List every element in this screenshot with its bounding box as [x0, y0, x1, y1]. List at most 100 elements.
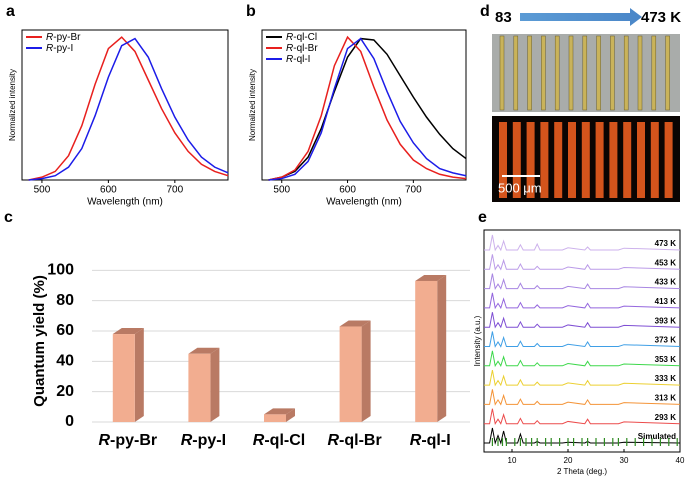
crystal-rod-emission: [499, 122, 507, 198]
crystal-rod: [651, 35, 657, 111]
bar: [415, 280, 438, 422]
crystal-rod-emission: [623, 122, 632, 198]
x-axis-label: Wavelength (nm): [326, 197, 402, 208]
trace-label: 313 K: [655, 394, 677, 403]
x-tick-label: R-ql-Cl: [253, 432, 305, 449]
xrd-trace: [484, 427, 681, 445]
bar-side: [210, 347, 220, 422]
trace-label: 453 K: [655, 258, 677, 267]
bar: [188, 353, 211, 422]
crystal-rod-emission: [664, 122, 673, 198]
y-axis-label: Normalized intensity: [8, 69, 17, 141]
x-tick-label: 600: [339, 185, 356, 196]
panel-letter: b: [246, 3, 256, 20]
x-axis-label: 2 Theta (deg.): [557, 467, 607, 476]
crystal-rod-emission: [581, 122, 590, 198]
crystal-rod-emission: [595, 122, 604, 198]
y-tick-label: 80: [56, 292, 74, 309]
trace-label: 373 K: [655, 336, 677, 345]
bar-side: [361, 320, 371, 422]
panel-letter: c: [4, 209, 13, 226]
spectrum-line: [28, 36, 229, 181]
xrd-trace: [484, 254, 681, 271]
panel-letter: e: [478, 209, 487, 226]
crystal-rod: [582, 35, 588, 111]
x-tick-label: 10: [508, 456, 517, 465]
x-tick-label: 40: [676, 456, 685, 465]
xrd-trace: [484, 234, 681, 252]
bar: [339, 326, 362, 422]
trace-label: 473 K: [655, 239, 677, 248]
bar: [264, 414, 286, 422]
y-axis-label: Normalized intensity: [248, 69, 257, 141]
xrd-trace: [484, 273, 681, 290]
plot-frame: [21, 29, 229, 181]
bar-top: [415, 274, 447, 281]
crystal-rod-emission: [609, 122, 618, 198]
trace-label: 353 K: [655, 355, 677, 364]
spectrum-line: [268, 37, 467, 181]
temperature-arrow: [520, 8, 642, 26]
spectrum-line: [268, 37, 467, 181]
trace-label: 293 K: [655, 413, 677, 422]
spectrum-line: [268, 35, 467, 181]
x-tick-label: 600: [100, 185, 117, 196]
x-tick-label: 20: [564, 456, 573, 465]
x-tick-label: R-py-I: [181, 432, 226, 449]
end-label: 473 K: [641, 9, 681, 26]
crystal-rod-emission: [512, 122, 521, 198]
crystal-rod: [499, 35, 505, 111]
y-axis-label: Intensity (a.u.): [473, 315, 482, 366]
xrd-trace: [484, 312, 681, 329]
y-tick-label: 20: [56, 383, 74, 400]
xrd-trace: [484, 292, 681, 310]
crystal-rod: [554, 35, 560, 111]
bar-top: [188, 347, 220, 354]
spectrum-line: [28, 37, 229, 181]
crystal-rod-emission: [554, 122, 563, 198]
y-tick-label: 0: [65, 413, 74, 430]
bar-side: [134, 328, 144, 422]
bar-top: [264, 408, 295, 415]
trace-label: 433 K: [655, 278, 677, 287]
crystal-rod: [623, 35, 629, 111]
x-tick-label: 500: [273, 185, 290, 196]
y-tick-label: 100: [47, 262, 74, 279]
panel-letter: a: [6, 3, 15, 20]
crystal-rod: [637, 35, 643, 111]
trace-label: 393 K: [655, 316, 677, 325]
crystal-rod-emission: [637, 122, 645, 198]
crystal-rod: [596, 35, 601, 111]
bar-side: [437, 274, 447, 422]
y-tick-label: 40: [56, 353, 74, 370]
y-axis-label: Quantum yield (%): [31, 275, 48, 407]
legend-label: R-py-Br: [46, 32, 81, 43]
trace-label: Simulated: [638, 432, 676, 441]
scale-label: 500 μm: [498, 180, 542, 195]
crystal-rod: [665, 35, 670, 111]
plot-frame: [483, 229, 681, 453]
plot-frame: [261, 29, 467, 181]
xrd-trace: [484, 389, 681, 406]
x-axis-label: Wavelength (nm): [87, 197, 163, 208]
panel-letter: d: [480, 3, 490, 20]
crystal-rod: [610, 35, 615, 111]
crystal-rod-emission: [526, 122, 535, 198]
legend-label: R-ql-I: [286, 54, 310, 65]
legend-label: R-py-I: [46, 43, 73, 54]
trace-label: 333 K: [655, 374, 677, 383]
crystal-rod-emission: [568, 122, 576, 198]
crystal-rod: [513, 35, 519, 111]
xrd-trace: [484, 331, 681, 348]
x-tick-label: 500: [34, 185, 51, 196]
xrd-trace: [484, 408, 681, 426]
xrd-trace: [484, 370, 681, 387]
x-tick-label: R-py-Br: [98, 432, 157, 449]
y-tick-label: 60: [56, 322, 74, 339]
x-tick-label: 700: [166, 185, 183, 196]
bar-top: [339, 320, 371, 327]
xrd-trace: [484, 350, 681, 368]
bar-side: [286, 408, 295, 422]
x-tick-label: R-ql-Br: [327, 432, 381, 449]
